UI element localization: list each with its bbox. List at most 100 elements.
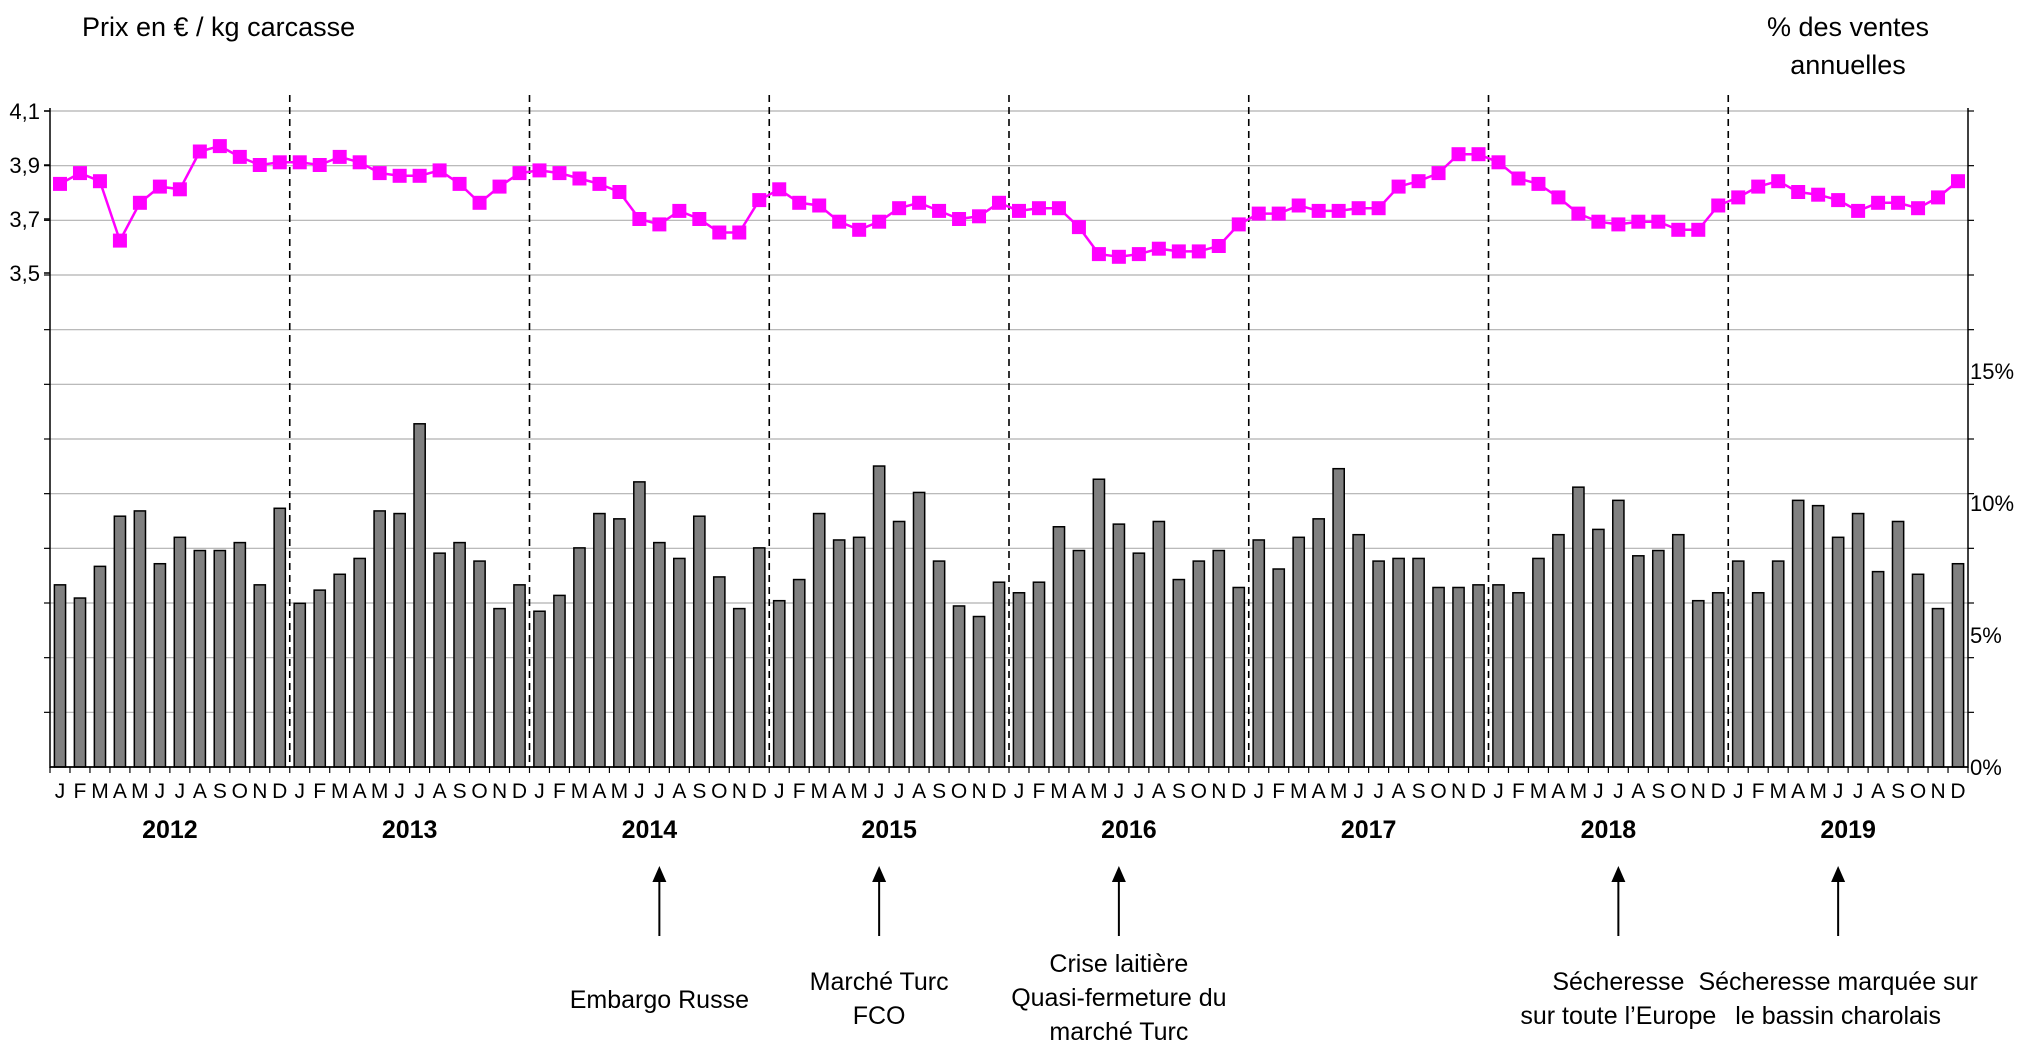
sales-share-bar [1412, 557, 1425, 768]
annotation-text: sur toute l’Europe [1520, 1002, 1716, 1030]
annotation-arrow-head [1831, 866, 1846, 882]
price-point [1691, 222, 1706, 237]
sales-share-bar [1252, 539, 1266, 768]
price-point [1151, 241, 1166, 256]
right-tick-label: 0% [1970, 755, 2002, 780]
month-label: A [1791, 780, 1805, 803]
month-label: A [193, 780, 207, 803]
month-label: J [654, 780, 665, 803]
month-label: N [1451, 780, 1466, 803]
price-point [72, 166, 87, 181]
sales-share-bar [73, 597, 87, 768]
sales-share-bar [1152, 520, 1166, 768]
price-point [872, 214, 887, 229]
price-point [1231, 217, 1246, 232]
month-label: J [1134, 780, 1145, 803]
sales-share-bar [1791, 499, 1805, 768]
sales-share-bar [373, 510, 387, 768]
price-point [1811, 187, 1826, 202]
price-point [1451, 147, 1466, 162]
sales-share-bar [1012, 592, 1026, 768]
sales-share-bar [1552, 533, 1565, 768]
sales-share-bar [533, 610, 546, 768]
sales-share-bar [1272, 568, 1286, 768]
month-label: J [1493, 780, 1504, 803]
month-label: J [534, 780, 545, 803]
sales-share-bar [1691, 599, 1705, 768]
price-point [1931, 190, 1946, 205]
month-label: A [832, 780, 846, 803]
annotation-text: le bassin charolais [1735, 1002, 1941, 1030]
price-point [192, 144, 207, 159]
month-label: O [471, 780, 487, 803]
month-label: M [1570, 780, 1588, 803]
month-label: J [1593, 780, 1604, 803]
sales-share-bar [333, 573, 347, 768]
price-point [892, 201, 907, 216]
sales-share-bar [653, 541, 666, 768]
annotation-text: Marché Turc [810, 968, 949, 996]
month-label: D [991, 780, 1006, 803]
sales-share-bar [1711, 592, 1725, 768]
sales-share-bar [613, 518, 626, 768]
month-label: A [672, 780, 686, 803]
price-point [1591, 214, 1606, 229]
price-point [1671, 222, 1686, 237]
right-tick-label: 10% [1970, 491, 2014, 516]
sales-share-bar [213, 549, 227, 768]
month-label: J [55, 780, 66, 803]
month-label: S [932, 780, 946, 803]
month-label: M [91, 780, 109, 803]
month-label: F [313, 780, 326, 803]
price-point [952, 212, 967, 226]
month-label: J [1114, 780, 1125, 803]
sales-share-bar [273, 507, 287, 768]
sales-share-bar [1432, 586, 1445, 768]
month-label: A [1072, 780, 1086, 803]
sales-share-bar [1911, 573, 1925, 768]
month-label: S [1891, 780, 1905, 803]
sales-share-bar [752, 547, 766, 768]
sales-share-bar [573, 547, 586, 768]
price-point [852, 222, 867, 237]
month-label: J [1833, 780, 1844, 803]
month-label: S [1412, 780, 1426, 803]
sales-share-bar [932, 560, 946, 768]
sales-share-bar [992, 581, 1006, 768]
price-point [1091, 247, 1106, 262]
month-label: A [1152, 780, 1166, 803]
price-point [312, 158, 327, 172]
month-label: S [1651, 780, 1665, 803]
sales-share-bar [193, 549, 207, 768]
sales-share-bar [1072, 549, 1086, 768]
month-label: J [294, 780, 305, 803]
month-label: M [331, 780, 349, 803]
annotation-text: Sécheresse marquée sur [1698, 968, 1977, 996]
price-point [52, 176, 67, 191]
sales-share-bar [732, 607, 746, 768]
month-label: A [592, 780, 606, 803]
price-point [392, 168, 407, 183]
month-label: O [1670, 780, 1686, 803]
month-label: A [1312, 780, 1326, 803]
sales-share-bar [972, 615, 986, 768]
price-point [1511, 171, 1526, 186]
month-label: O [1430, 780, 1446, 803]
price-line-layer [52, 139, 1966, 264]
price-point [1191, 244, 1206, 259]
price-point [1851, 203, 1866, 218]
sales-share-bar [513, 584, 526, 768]
month-label: D [1950, 780, 1965, 803]
annotation-arrow-head [652, 866, 667, 882]
price-point [412, 168, 427, 183]
sales-share-bar [1612, 499, 1625, 768]
price-point [152, 179, 167, 194]
left-tick-label: 4,1 [9, 99, 40, 124]
month-label: D [752, 780, 767, 803]
left-axis-title: Prix en € / kg carcasse [82, 12, 355, 42]
month-label: J [874, 780, 885, 803]
price-point [612, 185, 627, 199]
month-label: N [1930, 780, 1945, 803]
